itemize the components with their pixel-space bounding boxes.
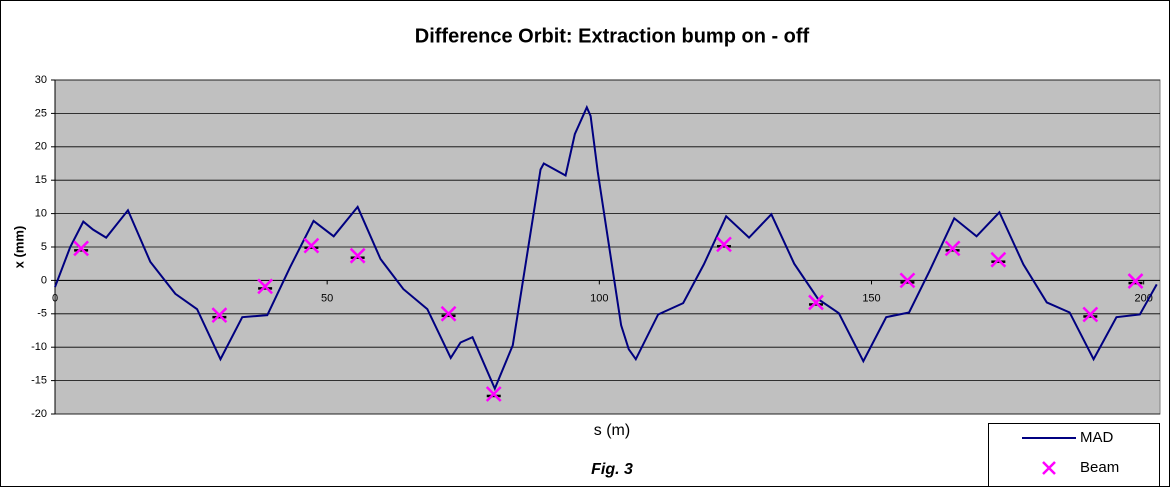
y-axis-label: x (mm) (11, 226, 26, 269)
x-axis-label: s (m) (594, 422, 630, 439)
x-tick-label: 200 (1134, 292, 1152, 304)
beam-marker (303, 237, 320, 254)
chart-title: Difference Orbit: Extraction bump on - o… (415, 25, 810, 47)
beam-marker (211, 307, 228, 324)
y-tick-label: -10 (31, 341, 47, 353)
legend-swatch (1042, 461, 1056, 475)
beam-marker (1082, 306, 1099, 323)
x-tick-label: 100 (590, 292, 608, 304)
y-tick-label: 0 (41, 274, 47, 286)
y-tick-label: 20 (35, 141, 47, 153)
legend-label: MAD (1080, 429, 1114, 446)
legend (988, 423, 1160, 487)
y-tick-label: 5 (41, 241, 47, 253)
beam-marker (1127, 273, 1144, 289)
mad-line (54, 104, 1158, 392)
beam-marker (440, 305, 457, 322)
x-tick-label: 50 (321, 292, 333, 304)
y-tick-label: 30 (35, 74, 47, 86)
beam-marker (808, 294, 824, 311)
caption: Fig. 3 (591, 461, 633, 478)
y-tick-label: 15 (35, 174, 47, 186)
beam-marker (485, 386, 502, 402)
x-tick-label: 0 (52, 292, 58, 304)
legend-label: Beam (1080, 459, 1119, 476)
x-tick-label: 150 (862, 292, 880, 304)
beam-marker (349, 247, 366, 264)
beam-marker (257, 278, 273, 295)
beam-marker (716, 236, 732, 253)
beam-marker (899, 272, 916, 289)
beam-marker (990, 251, 1007, 268)
beam-marker (73, 240, 90, 257)
y-tick-label: 10 (35, 208, 47, 220)
y-tick-label: 25 (35, 107, 47, 119)
y-tick-label: -20 (31, 408, 47, 420)
beam-marker (944, 240, 961, 257)
y-tick-label: -5 (37, 308, 47, 320)
y-tick-label: -15 (31, 375, 47, 387)
